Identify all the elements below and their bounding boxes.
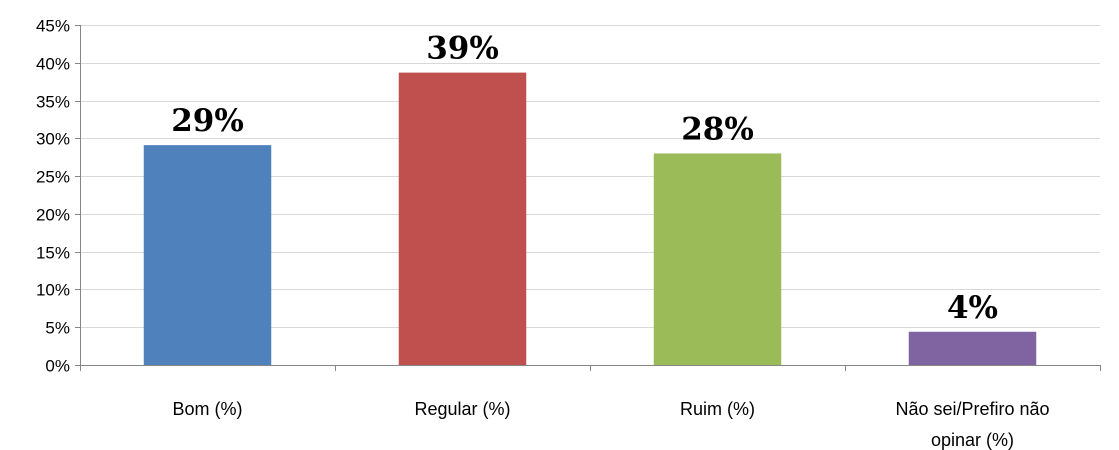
x-tick-label: Regular (%) <box>414 399 510 419</box>
x-tick-label: Bom (%) <box>172 399 242 419</box>
y-tick-label: 35% <box>36 93 70 112</box>
labels: 0% 5% 10% 15% 20% 25% 30% 35% 40% 45% 29% Bom (%) 39… <box>36 17 1050 450</box>
y-tick-label: 10% <box>36 281 70 300</box>
bar <box>398 72 527 365</box>
axes <box>75 25 1101 371</box>
data-label: 29% <box>171 103 244 139</box>
data-label: 28% <box>681 111 754 147</box>
x-tick-label: Não sei/Prefiro não <box>895 399 1049 419</box>
data-label: 4% <box>947 290 998 326</box>
y-tick-label: 25% <box>36 168 70 187</box>
bar <box>908 331 1037 365</box>
y-tick-label: 40% <box>36 55 70 74</box>
x-tick-label: Ruim (%) <box>680 399 755 419</box>
bar <box>653 153 782 365</box>
bars <box>143 72 1037 365</box>
x-tick-label: opinar (%) <box>931 430 1014 450</box>
y-tick-label: 20% <box>36 206 70 225</box>
y-tick-label: 30% <box>36 130 70 149</box>
y-tick-label: 15% <box>36 244 70 263</box>
y-tick-label: 0% <box>45 357 70 376</box>
bar <box>143 145 272 365</box>
y-tick-label: 5% <box>45 319 70 338</box>
data-label: 39% <box>426 31 499 67</box>
y-tick-label: 45% <box>36 17 70 36</box>
